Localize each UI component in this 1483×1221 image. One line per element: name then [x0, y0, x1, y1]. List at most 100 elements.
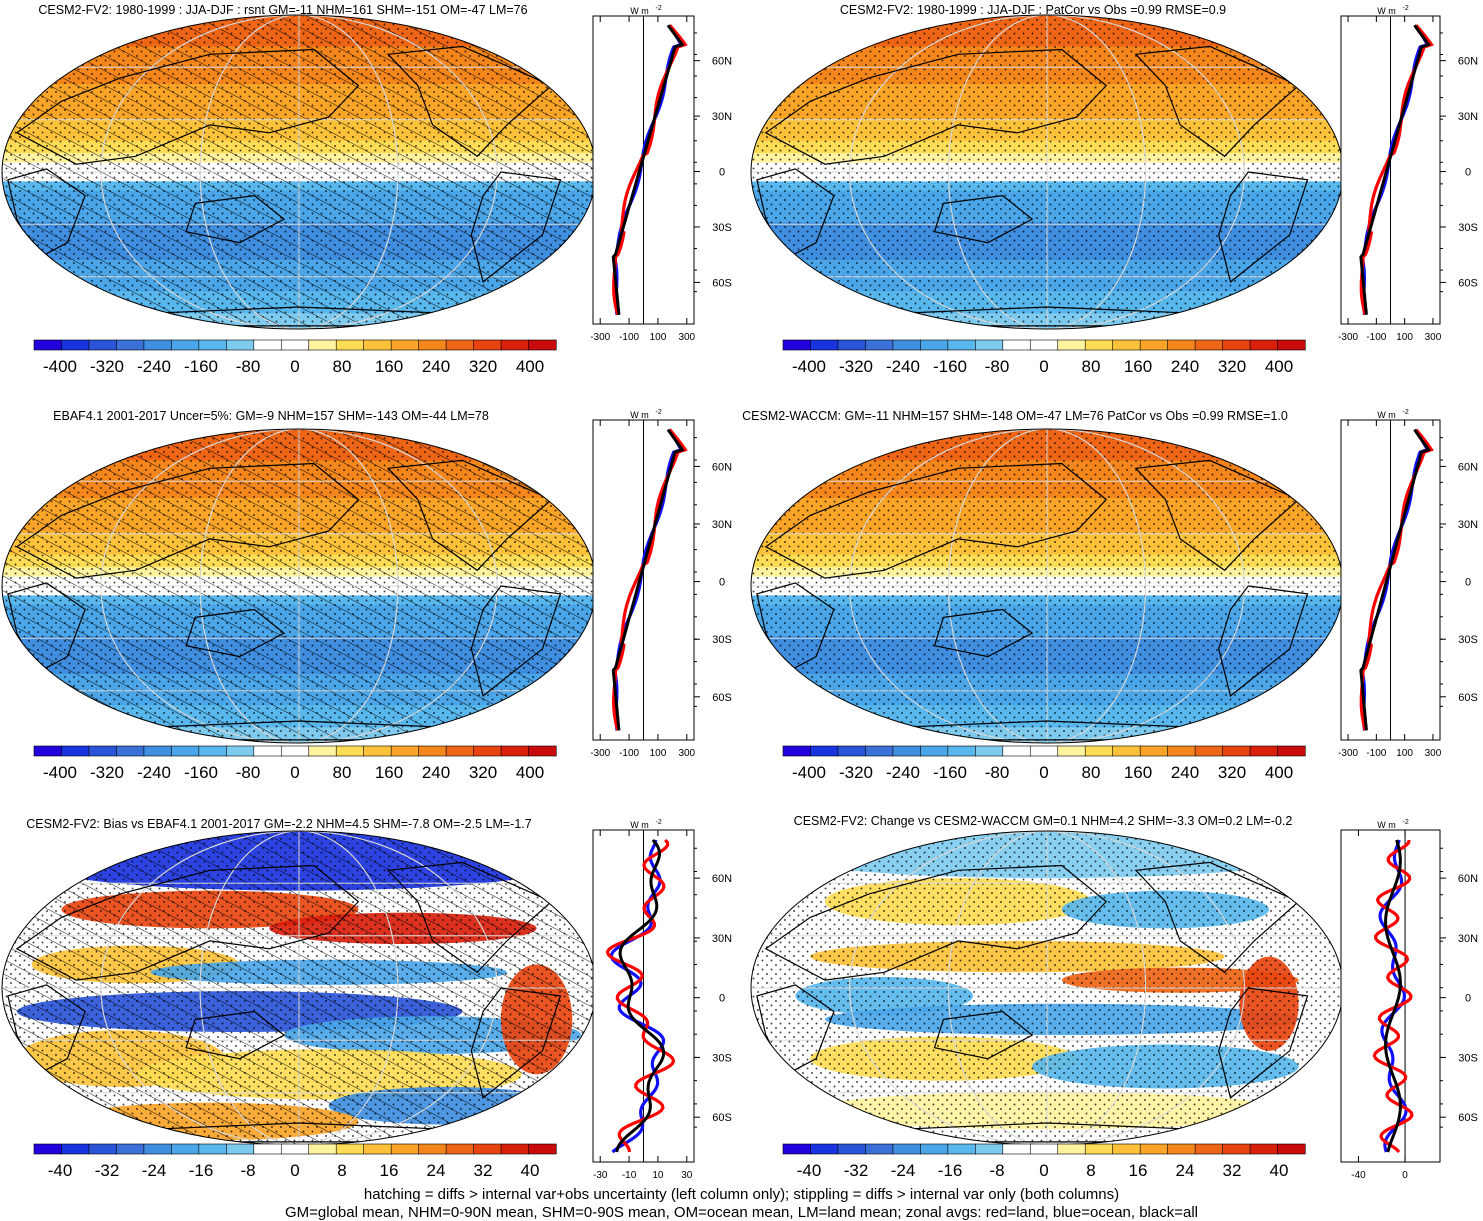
zonal-units-label: W m: [1377, 410, 1396, 420]
zonal-profile-all: [611, 24, 685, 315]
zonal-xtick-label: 300: [1425, 748, 1442, 759]
colorbar-swatch: [975, 745, 1004, 757]
colorbar-tick-label: -8: [240, 1161, 255, 1180]
colorbar-swatch: [1277, 339, 1306, 351]
panel-1: CESM2-FV2: 1980-1999 : JJA-DJF : rsnt GM…: [1, 3, 732, 376]
colorbar-swatch: [61, 339, 90, 351]
colorbar-swatch: [975, 1143, 1004, 1155]
zonal-xtick-label: -100: [1366, 332, 1386, 343]
colorbar-swatch: [171, 745, 200, 757]
colorbar-swatch: [418, 1143, 447, 1155]
zonal-units-exponent: -2: [1403, 819, 1409, 826]
colorbar-swatch: [782, 745, 812, 757]
colorbar-tick-label: -320: [839, 357, 873, 376]
zonal-mean-plot: -40 0 W m -2 60N 30N 0 30S 60S: [1340, 819, 1478, 1181]
colorbar-tick-label: 0: [1039, 1161, 1048, 1180]
colorbar-swatch: [947, 339, 976, 351]
colorbar-swatch: [1112, 339, 1141, 351]
colorbar-tick-label: 240: [422, 763, 450, 782]
colorbar-tick-label: 80: [1082, 763, 1101, 782]
lat-tick-label: 60S: [712, 1112, 732, 1124]
colorbar-swatch: [810, 745, 839, 757]
colorbar-swatch: [1002, 339, 1031, 351]
colorbar-tick-label: 0: [1039, 763, 1048, 782]
colorbar-tick-label: 32: [474, 1161, 493, 1180]
colorbar-swatch: [975, 339, 1004, 351]
colorbar-swatch: [116, 745, 145, 757]
colorbar-swatch: [500, 745, 530, 757]
colorbar-tick-label: 24: [427, 1161, 446, 1180]
zonal-xtick-label: 30: [681, 1170, 693, 1181]
zonal-units-exponent: -2: [1403, 5, 1409, 12]
lat-tick-label: 30S: [712, 222, 732, 234]
colorbar-swatch: [865, 745, 894, 757]
colorbar-tick-label: 80: [333, 763, 352, 782]
colorbar-tick-label: 0: [290, 1161, 299, 1180]
colorbar-swatch: [1139, 745, 1169, 757]
colorbar-swatch: [61, 745, 90, 757]
colorbar-swatch: [837, 745, 867, 757]
colorbar-swatch: [88, 745, 118, 757]
colorbar-tick-label: -240: [886, 357, 920, 376]
colorbar-swatch: [1084, 339, 1114, 351]
zonal-units-label: W m: [1377, 6, 1396, 16]
colorbar-swatch: [892, 1143, 921, 1155]
zonal-xtick-label: -30: [593, 1170, 608, 1181]
colorbar-swatch: [116, 1143, 145, 1155]
colorbar-swatch: [473, 745, 502, 757]
zonal-profile-all: [1359, 428, 1431, 731]
colorbar-tick-label: -16: [938, 1161, 963, 1180]
colorbar-swatch: [308, 745, 337, 757]
colorbar-swatch: [308, 339, 337, 351]
lat-tick-label: 30S: [712, 634, 732, 646]
colorbar-swatch: [1112, 1143, 1141, 1155]
colorbar-swatch: [837, 339, 867, 351]
colorbar-swatch: [253, 745, 282, 757]
colorbar-swatch: [1139, 339, 1169, 351]
zonal-units-exponent: -2: [656, 409, 662, 416]
colorbar-swatch: [528, 1143, 557, 1155]
lat-tick-label: 60N: [1458, 56, 1478, 68]
map-field: [2, 15, 596, 329]
colorbar-tick-label: -80: [985, 763, 1010, 782]
colorbar-swatch: [33, 339, 63, 351]
lat-tick-label: 30N: [1458, 111, 1478, 123]
colorbar-swatch: [1112, 745, 1141, 757]
colorbar-swatch: [143, 339, 172, 351]
zonal-mean-plot: -300 -100 100 300 W m -2 60N 30N 0 30S 60S: [1338, 409, 1478, 759]
zonal-mean-plot: -300 -100 100 300 W m -2 60N 30N 0 30S 60S: [590, 409, 732, 759]
colorbar-swatch: [892, 339, 921, 351]
lat-tick-label: 30S: [712, 1052, 732, 1064]
colorbar: -400 -320 -240 -160 -80 0 80 160 240 320 400: [782, 745, 1306, 782]
colorbar-swatch: [1057, 1143, 1086, 1155]
colorbar-swatch: [418, 745, 447, 757]
colorbar-tick-label: -240: [886, 763, 920, 782]
zonal-xtick-label: 100: [650, 332, 667, 343]
colorbar-swatch: [143, 1143, 172, 1155]
colorbar-swatch: [445, 1143, 475, 1155]
colorbar-tick-label: -320: [90, 357, 124, 376]
colorbar-tick-label: 24: [1176, 1161, 1195, 1180]
colorbar-swatch: [1057, 745, 1086, 757]
colorbar-tick-label: -80: [985, 357, 1010, 376]
colorbar-tick-label: -80: [236, 763, 261, 782]
colorbar-tick-label: -32: [844, 1161, 869, 1180]
panel-title: EBAF4.1 2001-2017 Uncer=5%: GM=-9 NHM=15…: [53, 409, 489, 423]
colorbar-swatch: [88, 339, 118, 351]
zonal-profile-all: [615, 839, 666, 1153]
colorbar-swatch: [920, 745, 949, 757]
colorbar-swatch: [88, 1143, 118, 1155]
zonal-units-label: W m: [630, 6, 649, 16]
colorbar-swatch: [335, 745, 365, 757]
colorbar-swatch: [1222, 1143, 1251, 1155]
colorbar-swatch: [33, 745, 63, 757]
colorbar-tick-label: 160: [1124, 763, 1152, 782]
colorbar-tick-label: 80: [1082, 357, 1101, 376]
colorbar-swatch: [1029, 745, 1059, 757]
colorbar-swatch: [1194, 745, 1224, 757]
lat-tick-label: 0: [1465, 577, 1471, 589]
colorbar-tick-label: -80: [236, 357, 261, 376]
colorbar-swatch: [171, 339, 200, 351]
zonal-xtick-label: 100: [1396, 748, 1413, 759]
colorbar-swatch: [116, 339, 145, 351]
